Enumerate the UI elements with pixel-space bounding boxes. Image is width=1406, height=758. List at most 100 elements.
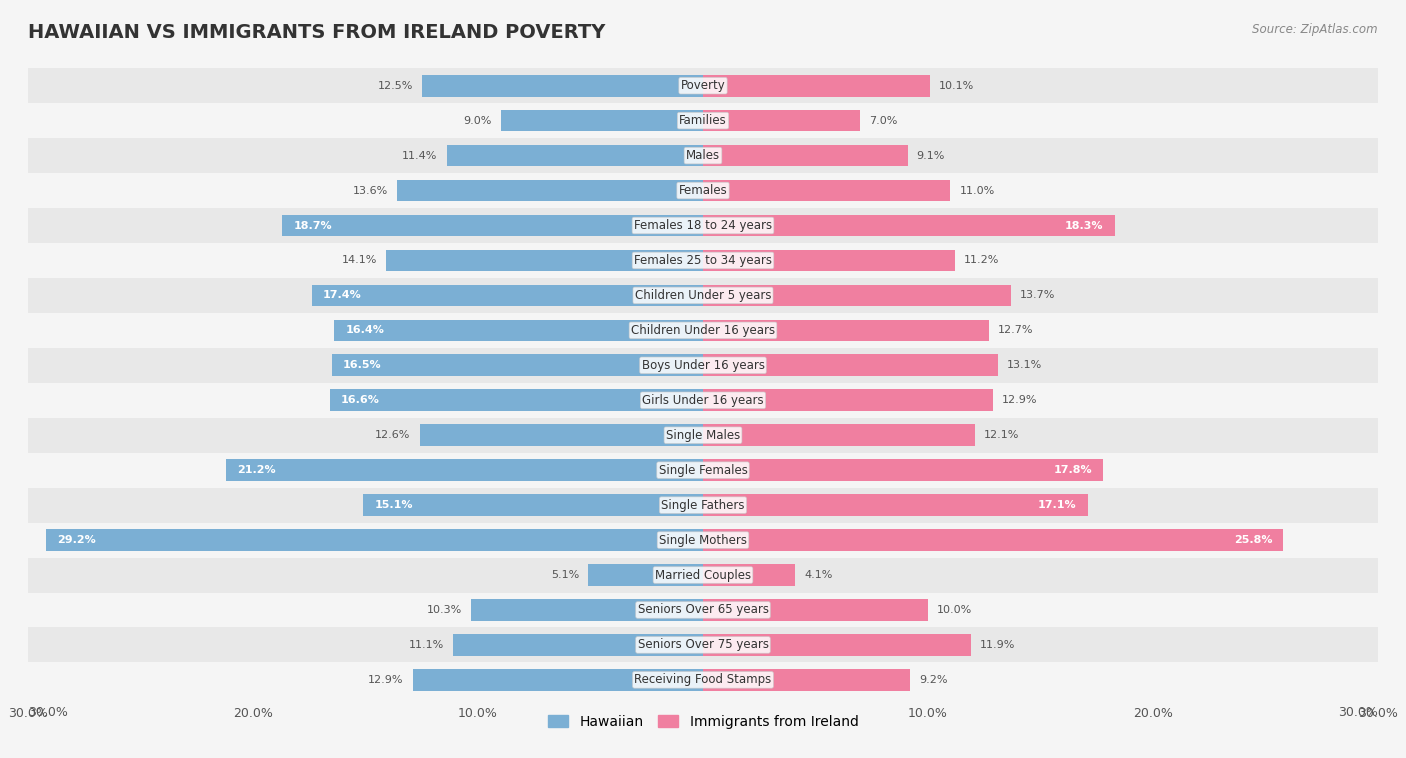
Bar xyxy=(703,424,976,446)
Text: Single Mothers: Single Mothers xyxy=(659,534,747,547)
Bar xyxy=(396,180,703,202)
Text: Females 25 to 34 years: Females 25 to 34 years xyxy=(634,254,772,267)
Text: 9.1%: 9.1% xyxy=(917,151,945,161)
Text: 4.1%: 4.1% xyxy=(804,570,832,580)
Bar xyxy=(28,208,1378,243)
Text: Females 18 to 24 years: Females 18 to 24 years xyxy=(634,219,772,232)
Text: 12.6%: 12.6% xyxy=(375,431,411,440)
Bar xyxy=(419,424,703,446)
Bar xyxy=(28,383,1378,418)
Bar xyxy=(413,669,703,691)
Bar xyxy=(703,494,1088,516)
Text: 9.0%: 9.0% xyxy=(463,116,492,126)
Text: 21.2%: 21.2% xyxy=(238,465,276,475)
Text: 11.0%: 11.0% xyxy=(959,186,994,196)
Text: Children Under 5 years: Children Under 5 years xyxy=(634,289,772,302)
Text: 10.1%: 10.1% xyxy=(939,80,974,91)
Bar xyxy=(329,390,703,411)
Bar xyxy=(28,418,1378,453)
Text: 17.4%: 17.4% xyxy=(323,290,361,300)
Text: 5.1%: 5.1% xyxy=(551,570,579,580)
Text: Single Males: Single Males xyxy=(666,429,740,442)
Text: Receiving Food Stamps: Receiving Food Stamps xyxy=(634,673,772,687)
Text: 25.8%: 25.8% xyxy=(1233,535,1272,545)
Text: 17.8%: 17.8% xyxy=(1053,465,1092,475)
Bar xyxy=(703,459,1104,481)
Text: 14.1%: 14.1% xyxy=(342,255,377,265)
Bar xyxy=(28,243,1378,278)
Bar xyxy=(501,110,703,131)
Bar xyxy=(28,487,1378,522)
Text: 30.0%: 30.0% xyxy=(1339,706,1378,719)
Text: 16.5%: 16.5% xyxy=(343,360,381,371)
Text: Single Fathers: Single Fathers xyxy=(661,499,745,512)
Text: 12.9%: 12.9% xyxy=(1002,395,1038,406)
Bar xyxy=(453,634,703,656)
Text: 16.6%: 16.6% xyxy=(340,395,380,406)
Text: 9.2%: 9.2% xyxy=(920,675,948,685)
Bar xyxy=(226,459,703,481)
Text: Girls Under 16 years: Girls Under 16 years xyxy=(643,393,763,407)
Bar xyxy=(28,628,1378,662)
Text: 7.0%: 7.0% xyxy=(869,116,898,126)
Text: 18.3%: 18.3% xyxy=(1064,221,1104,230)
Bar xyxy=(703,284,1011,306)
Bar xyxy=(283,215,703,236)
Bar xyxy=(28,558,1378,593)
Text: 11.4%: 11.4% xyxy=(402,151,437,161)
Bar xyxy=(363,494,703,516)
Text: 12.1%: 12.1% xyxy=(984,431,1019,440)
Bar xyxy=(703,215,1115,236)
Bar xyxy=(703,110,860,131)
Text: Seniors Over 75 years: Seniors Over 75 years xyxy=(637,638,769,651)
Text: Males: Males xyxy=(686,149,720,162)
Bar xyxy=(703,145,908,167)
Bar xyxy=(28,103,1378,138)
Text: 15.1%: 15.1% xyxy=(374,500,413,510)
Text: Boys Under 16 years: Boys Under 16 years xyxy=(641,359,765,372)
Bar xyxy=(28,453,1378,487)
Bar xyxy=(28,593,1378,628)
Text: 13.1%: 13.1% xyxy=(1007,360,1042,371)
Legend: Hawaiian, Immigrants from Ireland: Hawaiian, Immigrants from Ireland xyxy=(543,709,863,735)
Bar xyxy=(703,669,910,691)
Bar xyxy=(703,249,955,271)
Bar xyxy=(46,529,703,551)
Bar xyxy=(335,320,703,341)
Bar xyxy=(332,355,703,376)
Bar xyxy=(312,284,703,306)
Bar xyxy=(703,599,928,621)
Bar xyxy=(703,180,950,202)
Text: 13.7%: 13.7% xyxy=(1021,290,1056,300)
Bar xyxy=(703,529,1284,551)
Bar xyxy=(588,564,703,586)
Text: 10.3%: 10.3% xyxy=(427,605,463,615)
Text: 11.1%: 11.1% xyxy=(409,640,444,650)
Text: 16.4%: 16.4% xyxy=(346,325,384,335)
Bar xyxy=(28,173,1378,208)
Text: 11.9%: 11.9% xyxy=(980,640,1015,650)
Bar xyxy=(703,75,931,96)
Bar xyxy=(28,522,1378,558)
Text: Poverty: Poverty xyxy=(681,79,725,92)
Text: Children Under 16 years: Children Under 16 years xyxy=(631,324,775,337)
Bar xyxy=(385,249,703,271)
Bar xyxy=(703,355,998,376)
Text: 17.1%: 17.1% xyxy=(1038,500,1077,510)
Text: Source: ZipAtlas.com: Source: ZipAtlas.com xyxy=(1253,23,1378,36)
Text: 30.0%: 30.0% xyxy=(28,706,67,719)
Text: Married Couples: Married Couples xyxy=(655,568,751,581)
Bar xyxy=(28,662,1378,697)
Text: 29.2%: 29.2% xyxy=(58,535,96,545)
Bar xyxy=(28,138,1378,173)
Text: Seniors Over 65 years: Seniors Over 65 years xyxy=(637,603,769,616)
Bar xyxy=(447,145,703,167)
Bar xyxy=(703,564,796,586)
Bar xyxy=(703,320,988,341)
Text: 18.7%: 18.7% xyxy=(294,221,332,230)
Bar xyxy=(422,75,703,96)
Bar xyxy=(471,599,703,621)
Text: 12.5%: 12.5% xyxy=(377,80,413,91)
Bar xyxy=(28,68,1378,103)
Text: Families: Families xyxy=(679,114,727,127)
